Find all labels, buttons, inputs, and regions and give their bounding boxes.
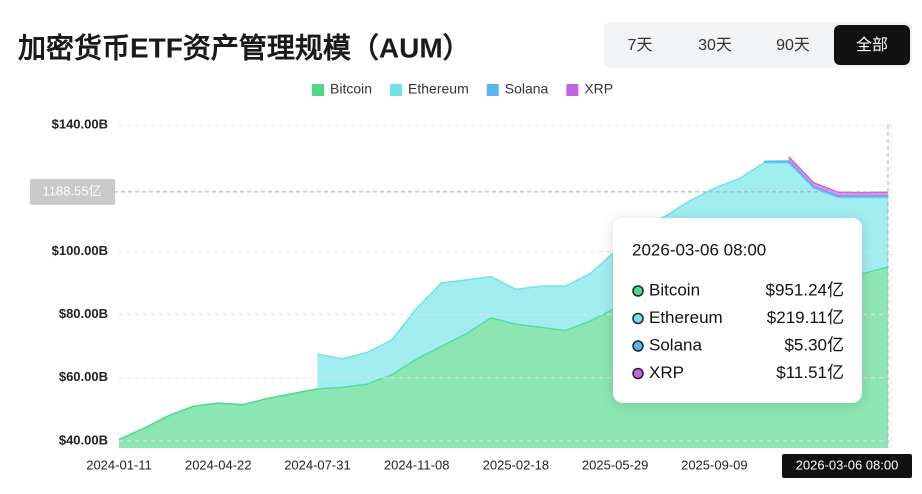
x-tick-label: 2025-02-18 xyxy=(483,457,550,472)
range-button[interactable]: 90天 xyxy=(776,37,810,54)
tooltip-value: $219.11亿 xyxy=(767,308,844,327)
tooltip-dot xyxy=(632,340,644,352)
tooltip-dot xyxy=(632,312,644,325)
tooltip-name: Bitcoin xyxy=(649,280,700,299)
legend-swatch xyxy=(390,84,403,96)
y-tick-label: $140.00B xyxy=(52,116,108,131)
y-tick-label: $40.00B xyxy=(59,432,108,447)
x-tick-label: 2024-07-31 xyxy=(284,457,351,472)
range-button[interactable]: 30天 xyxy=(698,37,732,54)
area-line xyxy=(317,162,889,360)
y-tick-label: $80.00B xyxy=(59,306,108,321)
tooltip-date: 2026-03-06 08:00 xyxy=(632,240,766,259)
crosshair-label-bg xyxy=(30,178,115,205)
y-tick-label: $60.00B xyxy=(59,369,108,384)
x-tick-label: 2026-03-06 08:00 xyxy=(796,457,899,472)
area xyxy=(788,156,888,197)
tooltip-name: Ethereum xyxy=(649,308,723,327)
legend-label: Ethereum xyxy=(408,81,469,97)
x-tick-label: 2025-09-09 xyxy=(681,457,748,472)
legend-swatch xyxy=(312,84,324,96)
legend-swatch xyxy=(566,84,579,96)
tooltip-dot xyxy=(632,367,644,380)
tooltip-value: $11.51亿 xyxy=(776,363,844,382)
legend-label: XRP xyxy=(584,81,613,97)
tooltip-value: $951.24亿 xyxy=(766,280,844,299)
range-button[interactable]: 7天 xyxy=(628,37,653,54)
x-crosshair-label-bg xyxy=(782,454,912,478)
tooltip-name: Solana xyxy=(649,335,702,354)
range-button-active xyxy=(834,25,910,65)
tooltip-name: XRP xyxy=(649,363,684,382)
x-tick-label: 2024-01-11 xyxy=(86,457,152,472)
x-tick-label: 2024-04-22 xyxy=(185,457,252,472)
range-button[interactable]: 全部 xyxy=(856,36,888,54)
tooltip-dot xyxy=(632,285,644,297)
x-tick-label: 2025-05-29 xyxy=(582,457,649,472)
y-tick-label: $100.00B xyxy=(52,243,108,258)
legend-label: Solana xyxy=(505,81,549,97)
legend-swatch xyxy=(486,84,499,96)
chart-title: 加密货币ETF资产管理规模（AUM） xyxy=(18,31,471,63)
x-tick-label: 2024-11-08 xyxy=(384,457,450,472)
legend-label: Bitcoin xyxy=(330,81,372,97)
tooltip-value: $5.30亿 xyxy=(784,335,844,354)
crosshair-label: 1188.55亿 xyxy=(42,183,101,198)
tooltip xyxy=(613,218,862,403)
